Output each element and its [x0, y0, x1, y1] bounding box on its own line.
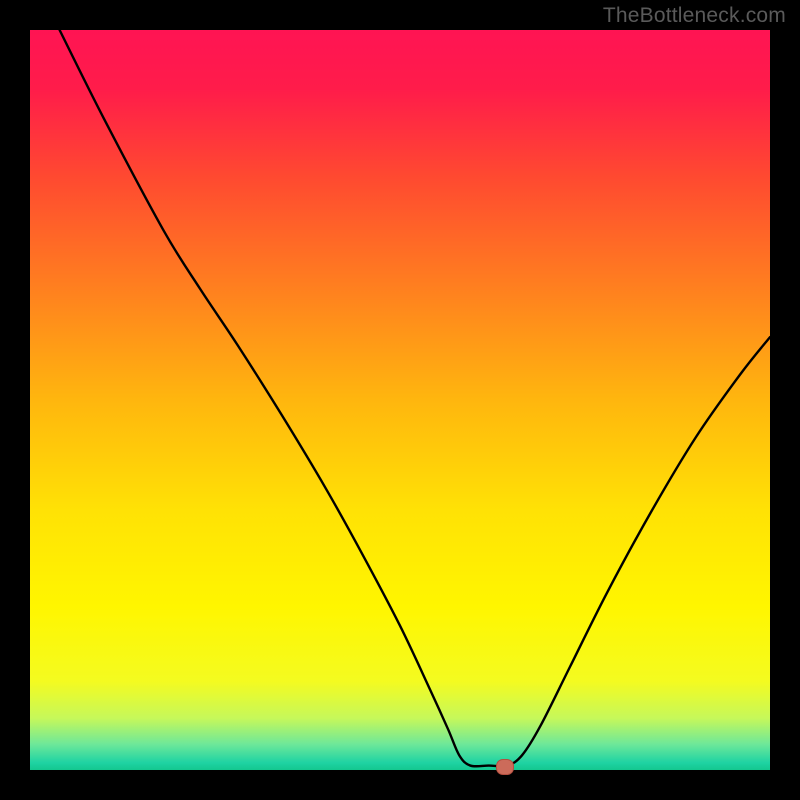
curve-layer [30, 30, 770, 770]
bottleneck-curve [60, 30, 770, 766]
watermark-text: TheBottleneck.com [603, 4, 786, 28]
plot-area [30, 30, 770, 770]
optimum-marker [496, 759, 514, 775]
chart-frame: TheBottleneck.com [0, 0, 800, 800]
